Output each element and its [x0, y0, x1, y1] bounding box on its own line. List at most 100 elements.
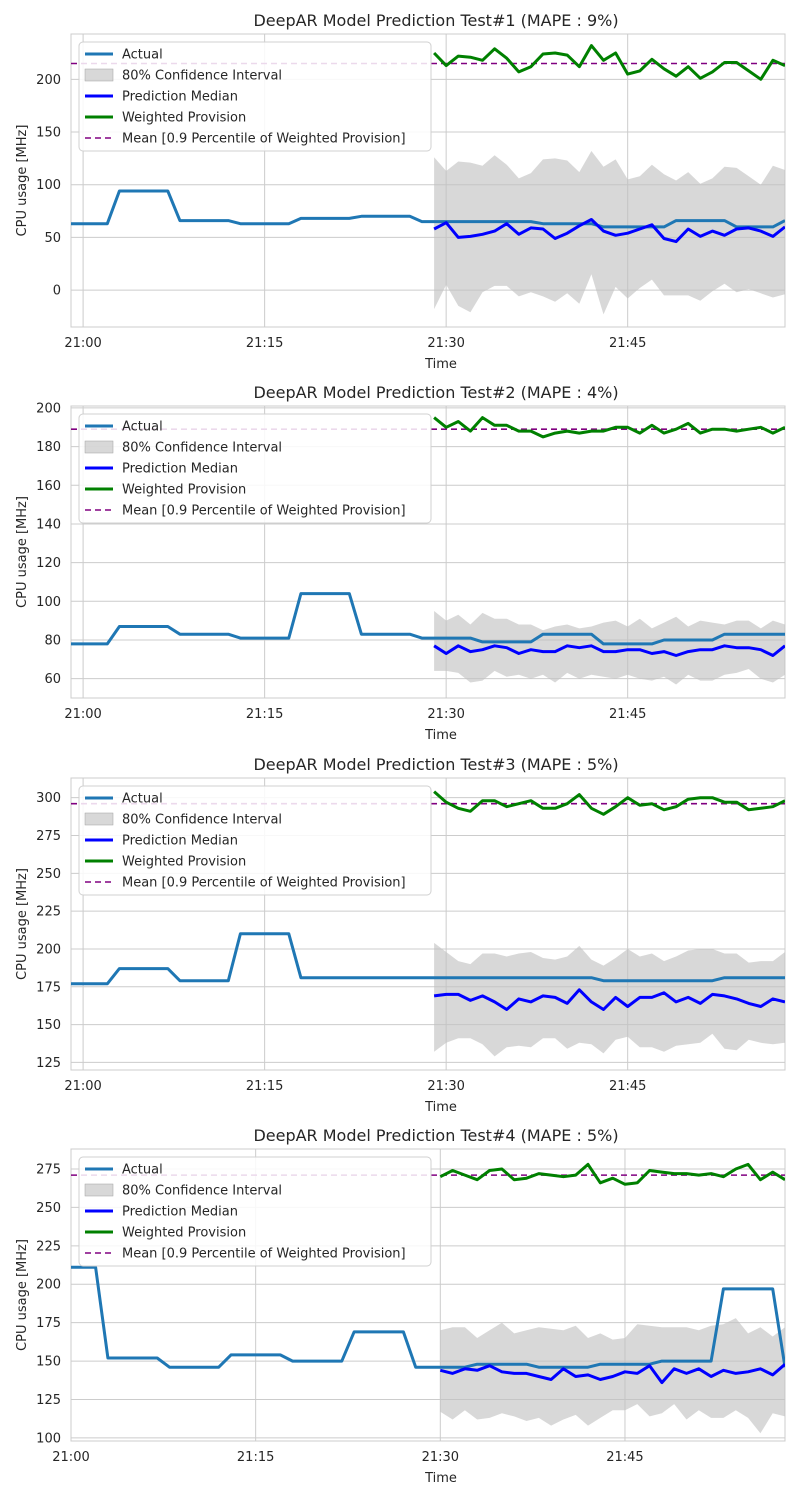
actual-line: [71, 932, 785, 986]
chart-title: DeepAR Model Prediction Test#1 (MAPE : 9…: [253, 11, 618, 30]
confidence-band: [434, 611, 785, 685]
plot-series: [71, 790, 785, 1057]
x-tick-label: 21:30: [427, 1079, 464, 1094]
y-axis-label: CPU usage [MHz]: [15, 868, 30, 980]
x-axis-label: Time: [424, 1471, 457, 1486]
x-tick-label: 21:00: [64, 707, 101, 722]
confidence-band: [434, 942, 785, 1057]
legend-label: Prediction Median: [122, 90, 238, 105]
y-tick-label: 150: [36, 126, 61, 141]
legend-box: [78, 1156, 432, 1267]
legend-box: [78, 41, 432, 152]
x-tick-label: 21:30: [427, 707, 464, 722]
legend-label: 80% Confidence Interval: [122, 813, 282, 828]
y-tick-label: 200: [36, 401, 61, 416]
legend-label: Prediction Median: [122, 462, 238, 477]
y-axis-label: CPU usage [MHz]: [15, 125, 30, 237]
legend-label: Weighted Provision: [122, 855, 246, 870]
y-tick-label: 150: [36, 1355, 61, 1370]
y-tick-label: 0: [53, 284, 61, 299]
y-tick-label: 175: [36, 980, 61, 995]
prediction-median-line: [433, 988, 785, 1011]
y-axis-label: CPU usage [MHz]: [15, 1239, 30, 1351]
legend-label: 80% Confidence Interval: [122, 1184, 282, 1199]
weighted-provision-line: [433, 790, 785, 816]
chart-panel-4: 100 125 150 175 200 225 250 275 21:00 21:15 21:30 2…: [15, 1126, 786, 1486]
legend-label: Prediction Median: [122, 1205, 238, 1220]
y-tick-label: 250: [36, 867, 61, 882]
y-tick-label: 150: [36, 1018, 61, 1033]
plot-series: [71, 1162, 785, 1434]
prediction-median-line: [439, 1363, 785, 1385]
y-tick-label: 180: [36, 440, 61, 455]
chart-title: DeepAR Model Prediction Test#3 (MAPE : 5…: [253, 755, 618, 774]
y-tick-label: 250: [36, 1201, 61, 1216]
weighted-provision-line: [433, 416, 785, 439]
y-tick-label: 125: [36, 1056, 61, 1071]
actual-line: [71, 592, 785, 646]
legend-swatch-ci: [84, 1183, 114, 1197]
x-axis-label: Time: [424, 357, 457, 372]
y-tick-label: 200: [36, 1278, 61, 1293]
y-tick-label: 175: [36, 1316, 61, 1331]
y-tick-label: 300: [36, 791, 61, 806]
legend-label: Mean [0.9 Percentile of Weighted Provisi…: [122, 504, 406, 519]
chart-title: DeepAR Model Prediction Test#4 (MAPE : 5…: [253, 1126, 618, 1145]
y-tick-label: 225: [36, 1239, 61, 1254]
y-tick-label: 100: [36, 1431, 61, 1446]
y-tick-label: 140: [36, 517, 61, 532]
y-tick-label: 120: [36, 556, 61, 571]
legend-label: Mean [0.9 Percentile of Weighted Provisi…: [122, 876, 406, 891]
legend-label: Weighted Provision: [122, 111, 246, 126]
y-tick-label: 100: [36, 178, 61, 193]
x-tick-label: 21:15: [246, 336, 283, 351]
legend-label: Weighted Provision: [122, 1226, 246, 1241]
actual-line: [71, 1265, 785, 1369]
legend-label: Actual: [122, 792, 163, 807]
weighted-provision-line: [439, 1162, 785, 1186]
x-tick-label: 21:30: [422, 1450, 459, 1465]
legend-label: Mean [0.9 Percentile of Weighted Provisi…: [122, 1247, 406, 1262]
legend-label: Prediction Median: [122, 834, 238, 849]
x-tick-label: 21:15: [246, 1079, 283, 1094]
x-tick-label: 21:45: [609, 707, 646, 722]
chart-panel-1: 0 50 100 150 200 21:00 21:15 21:30 21:45 DeepAR M…: [15, 11, 786, 372]
y-axis-label: CPU usage [MHz]: [15, 496, 30, 608]
prediction-median-line: [433, 644, 785, 657]
legend-label: Actual: [122, 48, 163, 63]
legend-label: Weighted Provision: [122, 483, 246, 498]
legend: Actual 80% Confidence Interval Prediction …: [78, 1156, 432, 1267]
legend-label: 80% Confidence Interval: [122, 69, 282, 84]
y-tick-label: 275: [36, 829, 61, 844]
chart-title: DeepAR Model Prediction Test#2 (MAPE : 4…: [253, 383, 618, 402]
y-tick-label: 50: [44, 231, 61, 246]
y-tick-label: 125: [36, 1393, 61, 1408]
legend: Actual 80% Confidence Interval Prediction …: [78, 413, 432, 524]
weighted-provision-line: [433, 44, 785, 81]
legend-label: Actual: [122, 1163, 163, 1178]
y-tick-label: 200: [36, 73, 61, 88]
y-tick-label: 60: [44, 672, 61, 687]
x-tick-label: 21:15: [246, 707, 283, 722]
legend-swatch-ci: [84, 68, 114, 82]
actual-line: [71, 189, 785, 229]
x-tick-label: 21:45: [609, 336, 646, 351]
legend: Actual 80% Confidence Interval Prediction …: [78, 785, 432, 896]
legend-box: [78, 785, 432, 896]
x-tick-label: 21:30: [427, 336, 464, 351]
y-tick-label: 100: [36, 595, 61, 610]
chart-panel-3: 125 150 175 200 225 250 275 300 21:00 21:15 21:30 2…: [15, 755, 786, 1115]
x-axis-label: Time: [424, 728, 457, 743]
plot-series: [71, 416, 785, 685]
legend-label: 80% Confidence Interval: [122, 441, 282, 456]
y-tick-label: 225: [36, 905, 61, 920]
x-tick-label: 21:00: [52, 1450, 89, 1465]
x-tick-label: 21:15: [237, 1450, 274, 1465]
legend-swatch-ci: [84, 440, 114, 454]
y-tick-label: 80: [44, 633, 61, 648]
x-tick-label: 21:00: [64, 1079, 101, 1094]
chart-panel-2: 60 80 100 120 140 160 180 200 21:00 21:15 21:30 21:…: [15, 383, 786, 743]
legend-label: Mean [0.9 Percentile of Weighted Provisi…: [122, 132, 406, 147]
y-tick-label: 275: [36, 1162, 61, 1177]
